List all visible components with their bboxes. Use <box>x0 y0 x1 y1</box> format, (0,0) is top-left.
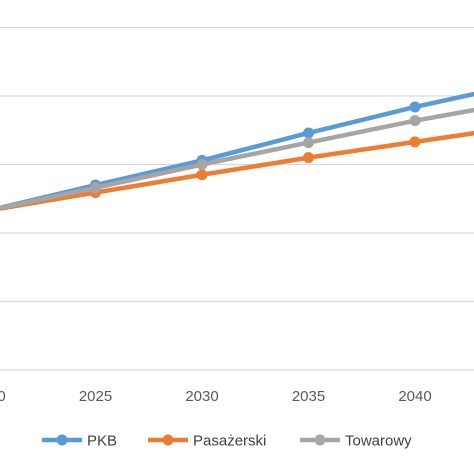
series-layer <box>0 91 474 211</box>
legend: PKB Pasażerski Towarowy <box>42 433 412 450</box>
x-tick-label: 2025 <box>79 388 112 405</box>
legend-label: Towarowy <box>345 433 412 450</box>
series-line <box>0 130 474 211</box>
legend-swatch-marker <box>314 434 326 446</box>
data-point <box>196 169 208 181</box>
x-tick-label: 2020 <box>0 388 6 405</box>
data-point <box>303 127 314 139</box>
data-point <box>90 182 101 194</box>
legend-item: PKB <box>42 433 117 450</box>
legend-item: Pasażerski <box>148 433 266 450</box>
legend-item: Towarowy <box>300 433 412 450</box>
legend-label: Pasażerski <box>193 433 266 450</box>
series-2 <box>0 130 474 211</box>
legend-swatch-marker <box>56 434 68 446</box>
legend-label: PKB <box>87 433 117 450</box>
x-tick-label: 2040 <box>398 388 431 405</box>
x-tick-label: 2030 <box>185 388 218 405</box>
gridlines <box>0 26 474 371</box>
data-point <box>196 159 208 170</box>
data-point <box>303 152 314 164</box>
data-point <box>303 137 314 149</box>
series-line <box>0 107 474 211</box>
x-axis-tick-labels: 2020 2025 2030 2035 2040 <box>0 388 432 405</box>
x-tick-label: 2035 <box>292 388 325 405</box>
series-3 <box>0 107 474 211</box>
data-point <box>409 115 421 127</box>
data-point <box>409 101 421 113</box>
data-point <box>409 136 421 148</box>
legend-swatch-marker <box>162 434 174 446</box>
